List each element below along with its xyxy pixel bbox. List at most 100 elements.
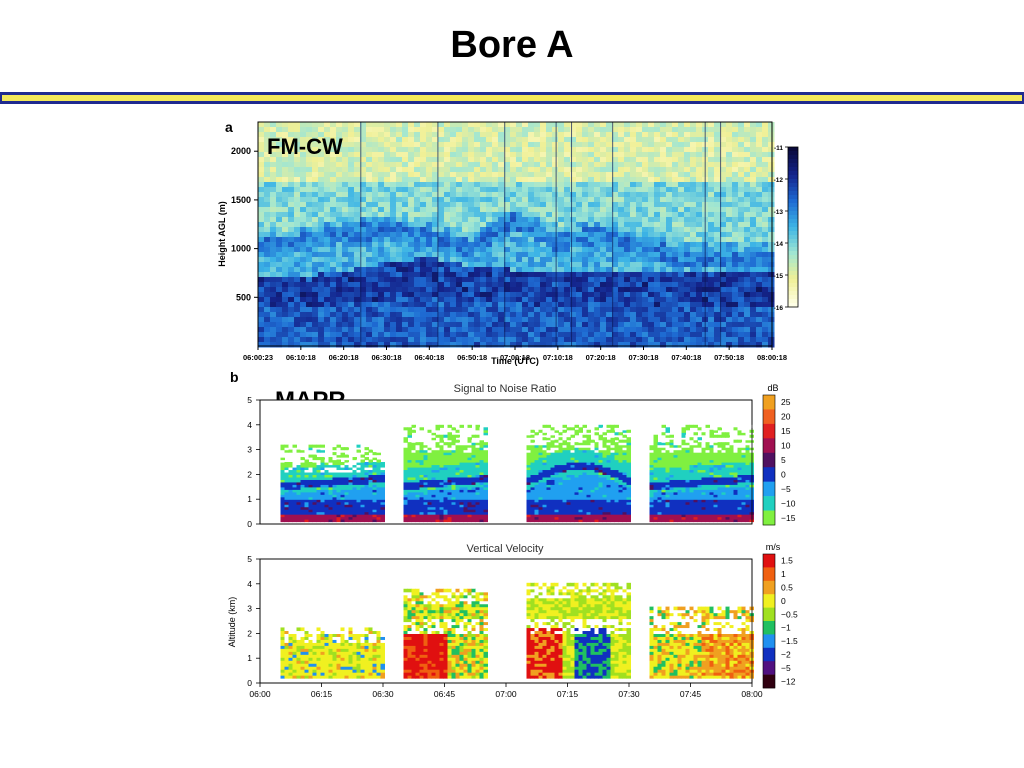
snr-cell (419, 452, 424, 456)
heatmap-cell (474, 182, 481, 188)
snr-cell (320, 494, 325, 498)
heatmap-cell (696, 202, 703, 208)
heatmap-cell (300, 267, 307, 273)
heatmap-cell (300, 137, 307, 143)
heatmap-cell (402, 137, 409, 143)
heatmap-cell (456, 217, 463, 223)
heatmap-cell (384, 237, 391, 243)
heatmap-cell (672, 317, 679, 323)
heatmap-cell (270, 302, 277, 308)
snr-cell (296, 486, 301, 490)
snr-cell (312, 499, 317, 503)
heatmap-cell (318, 232, 325, 238)
heatmap-cell (750, 312, 757, 318)
snr-cell (320, 499, 325, 503)
heatmap-cell (324, 197, 331, 203)
heatmap-cell (360, 142, 367, 148)
heatmap-cell (630, 187, 637, 193)
heatmap-cell (312, 212, 319, 218)
heatmap-cell (294, 307, 301, 313)
heatmap-cell (564, 122, 571, 128)
heatmap-cell (540, 187, 547, 193)
snr-cell (320, 496, 325, 500)
heatmap-cell (462, 162, 469, 168)
snr-cell (360, 519, 365, 523)
heatmap-cell (516, 227, 523, 233)
heatmap-cell (582, 122, 589, 128)
heatmap-cell (426, 217, 433, 223)
snr-cell (403, 511, 408, 515)
heatmap-cell (558, 202, 565, 208)
heatmap-cell (684, 242, 691, 248)
heatmap-cell (756, 342, 763, 348)
heatmap-cell (354, 297, 361, 303)
heatmap-cell (540, 332, 547, 338)
heatmap-cell (690, 167, 697, 173)
heatmap-cell (402, 322, 409, 328)
y-tick-label: 1000 (231, 244, 251, 254)
heatmap-cell (696, 327, 703, 333)
heatmap-cell (306, 172, 313, 178)
heatmap-cell (432, 272, 439, 278)
heatmap-cell (504, 292, 511, 298)
heatmap-cell (312, 327, 319, 333)
heatmap-cell (570, 132, 577, 138)
heatmap-cell (456, 267, 463, 273)
heatmap-cell (534, 122, 541, 128)
heatmap-cell (684, 182, 691, 188)
heatmap-cell (300, 312, 307, 318)
heatmap-cell (558, 262, 565, 268)
heatmap-cell (582, 312, 589, 318)
heatmap-cell (402, 222, 409, 228)
heatmap-cell (462, 177, 469, 183)
heatmap-cell (504, 257, 511, 263)
snr-cell (411, 476, 416, 480)
heatmap-cell (324, 157, 331, 163)
snr-cell (340, 481, 345, 485)
snr-cell (312, 519, 317, 523)
heatmap-cell (516, 307, 523, 313)
heatmap-cell (678, 132, 685, 138)
heatmap-cell (468, 272, 475, 278)
snr-cell (364, 499, 369, 503)
heatmap-cell (726, 142, 733, 148)
heatmap-cell (666, 302, 673, 308)
snr-cell (316, 519, 321, 523)
heatmap-cell (720, 312, 727, 318)
heatmap-cell (696, 302, 703, 308)
heatmap-cell (324, 177, 331, 183)
heatmap-cell (498, 137, 505, 143)
snr-cell (380, 489, 385, 493)
heatmap-cell (510, 147, 517, 153)
heatmap-cell (510, 162, 517, 168)
heatmap-cell (546, 167, 553, 173)
heatmap-cell (498, 327, 505, 333)
heatmap-cell (618, 172, 625, 178)
heatmap-cell (450, 212, 457, 218)
heatmap-cell (498, 247, 505, 253)
heatmap-cell (402, 207, 409, 213)
snr-cell (304, 454, 309, 458)
snr-cell (411, 511, 416, 515)
heatmap-cell (396, 302, 403, 308)
snr-cell (304, 496, 309, 500)
heatmap-cell (330, 277, 337, 283)
heatmap-cell (582, 217, 589, 223)
heatmap-cell (510, 132, 517, 138)
heatmap-cell (528, 302, 535, 308)
snr-cell (324, 471, 329, 475)
snr-cell (344, 511, 349, 515)
heatmap-cell (612, 232, 619, 238)
snr-cell (296, 496, 301, 500)
heatmap-cell (642, 317, 649, 323)
heatmap-cell (294, 327, 301, 333)
heatmap-cell (570, 282, 577, 288)
heatmap-cell (282, 127, 289, 133)
snr-cell (284, 464, 289, 468)
snr-cell (376, 504, 381, 508)
heatmap-cell (666, 122, 673, 128)
heatmap-cell (360, 257, 367, 263)
heatmap-cell (366, 327, 373, 333)
snr-cell (328, 471, 333, 475)
